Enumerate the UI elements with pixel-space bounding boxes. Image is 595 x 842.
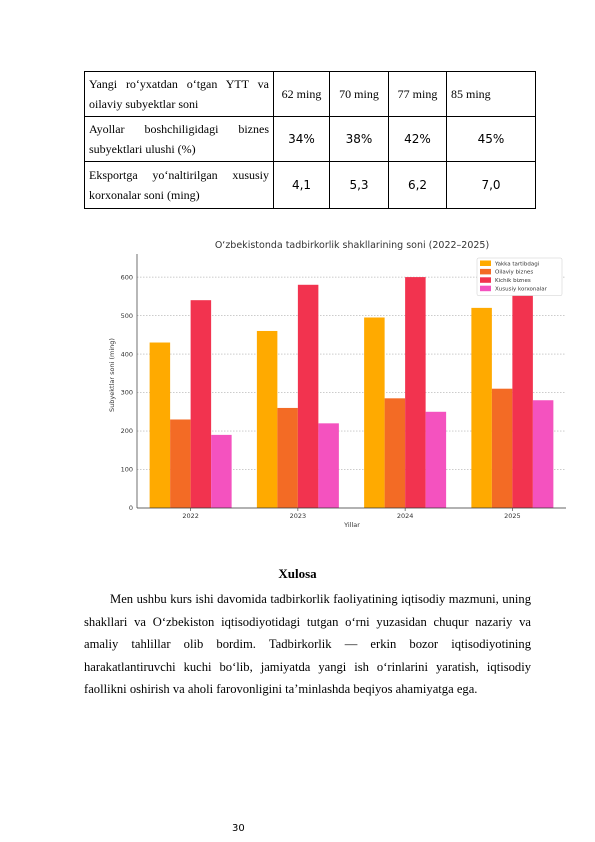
page-number: 30 bbox=[232, 823, 245, 834]
legend-label: Yakka tartibdagi bbox=[494, 261, 540, 267]
y-tick-label: 200 bbox=[121, 427, 133, 435]
bar-oilaviy-biznes-2024 bbox=[384, 398, 406, 508]
legend: Yakka tartibdagi Oilaviy biznes Kichik biz… bbox=[476, 257, 563, 296]
cell-value: 62 ming bbox=[273, 71, 330, 117]
bar-xususiy-korxonalar-2023 bbox=[318, 423, 339, 508]
cell-value: 70 ming bbox=[329, 71, 389, 117]
legend-swatch bbox=[480, 260, 491, 266]
conclusion-paragraph: Men ushbu kurs ishi davomida tadbirkorli… bbox=[84, 592, 531, 697]
x-axis-label: Yillar bbox=[343, 521, 360, 529]
legend-label: Oilaviy biznes bbox=[495, 270, 533, 276]
y-tick-label: 100 bbox=[121, 466, 133, 474]
cell-value: 85 ming bbox=[446, 71, 536, 117]
cell-value: 4,1 bbox=[273, 161, 330, 209]
bars bbox=[149, 269, 554, 508]
bar-xususiy-korxonalar-2024 bbox=[425, 411, 447, 508]
bar-oilaviy-biznes-2022 bbox=[170, 419, 191, 508]
bar-yakka-tartibdagi-2023 bbox=[256, 330, 278, 508]
y-tick-label: 300 bbox=[121, 389, 133, 397]
bar-oilaviy-biznes-2023 bbox=[277, 407, 298, 508]
cell-value: 5,3 bbox=[329, 161, 389, 209]
axes bbox=[136, 254, 566, 511]
y-tick-label: 600 bbox=[121, 273, 133, 281]
bar-xususiy-korxonalar-2022 bbox=[211, 434, 232, 508]
cell-value: 34% bbox=[273, 116, 330, 162]
bar-yakka-tartibdagi-2024 bbox=[364, 317, 385, 508]
row-label: Yangi ro‘yxatdan o‘tgan YTT va oilaviy s… bbox=[84, 71, 274, 117]
chart-title: O‘zbekistonda tadbirkorlik shakllarining… bbox=[215, 240, 489, 251]
bar-kichik-biznes-2025 bbox=[512, 269, 533, 508]
x-tick-label: 2023 bbox=[290, 512, 307, 520]
bar-xususiy-korxonalar-2025 bbox=[532, 400, 554, 508]
legend-swatch bbox=[480, 277, 491, 283]
cell-value: 6,2 bbox=[388, 161, 447, 209]
bar-yakka-tartibdagi-2025 bbox=[471, 307, 492, 508]
y-tick-label: 0 bbox=[129, 504, 133, 512]
row-label: Ayollar boshchiligidagi biznes subyektla… bbox=[84, 116, 274, 162]
table-row: Ayollar boshchiligidagi biznes subyektla… bbox=[84, 116, 536, 162]
legend-swatch bbox=[480, 285, 491, 292]
cell-value: 42% bbox=[388, 116, 447, 162]
bar-kichik-biznes-2023 bbox=[297, 284, 319, 508]
bar-yakka-tartibdagi-2022 bbox=[149, 342, 171, 508]
bar-chart: O‘zbekistonda tadbirkorlik shakllarining… bbox=[108, 240, 566, 529]
cell-value: 45% bbox=[446, 116, 536, 162]
legend-label: Xususiy korxonalar bbox=[495, 287, 548, 293]
bar-oilaviy-biznes-2025 bbox=[491, 388, 513, 508]
legend-box bbox=[476, 257, 563, 296]
y-tick-label: 400 bbox=[121, 350, 133, 358]
x-tick-label: 2025 bbox=[504, 512, 521, 520]
bar-kichik-biznes-2024 bbox=[405, 277, 426, 508]
y-axis-label: Subyektlar soni (ming) bbox=[108, 338, 116, 412]
legend-label: Kichik biznes bbox=[495, 278, 531, 284]
tick-labels: 0 100 200 300 400 500 600 2022 2023 2024 2025 bbox=[121, 273, 521, 520]
table-row: Eksportga yo‘naltirilgan xususiy korxona… bbox=[84, 161, 536, 209]
table-row: Yangi ro‘yxatdan o‘tgan YTT va oilaviy s… bbox=[84, 71, 536, 117]
cell-value: 38% bbox=[329, 116, 389, 162]
cell-value: 77 ming bbox=[388, 71, 447, 117]
statistics-table: Yangi ro‘yxatdan o‘tgan YTT va oilaviy s… bbox=[84, 71, 536, 209]
x-tick-label: 2022 bbox=[182, 512, 199, 520]
row-label: Eksportga yo‘naltirilgan xususiy korxona… bbox=[84, 161, 274, 209]
conclusion-heading: Xulosa bbox=[278, 566, 317, 581]
legend-swatch bbox=[480, 268, 491, 275]
cell-value: 7,0 bbox=[446, 161, 536, 209]
x-tick-label: 2024 bbox=[397, 512, 414, 520]
bar-kichik-biznes-2022 bbox=[190, 300, 212, 508]
y-tick-label: 500 bbox=[121, 312, 133, 320]
